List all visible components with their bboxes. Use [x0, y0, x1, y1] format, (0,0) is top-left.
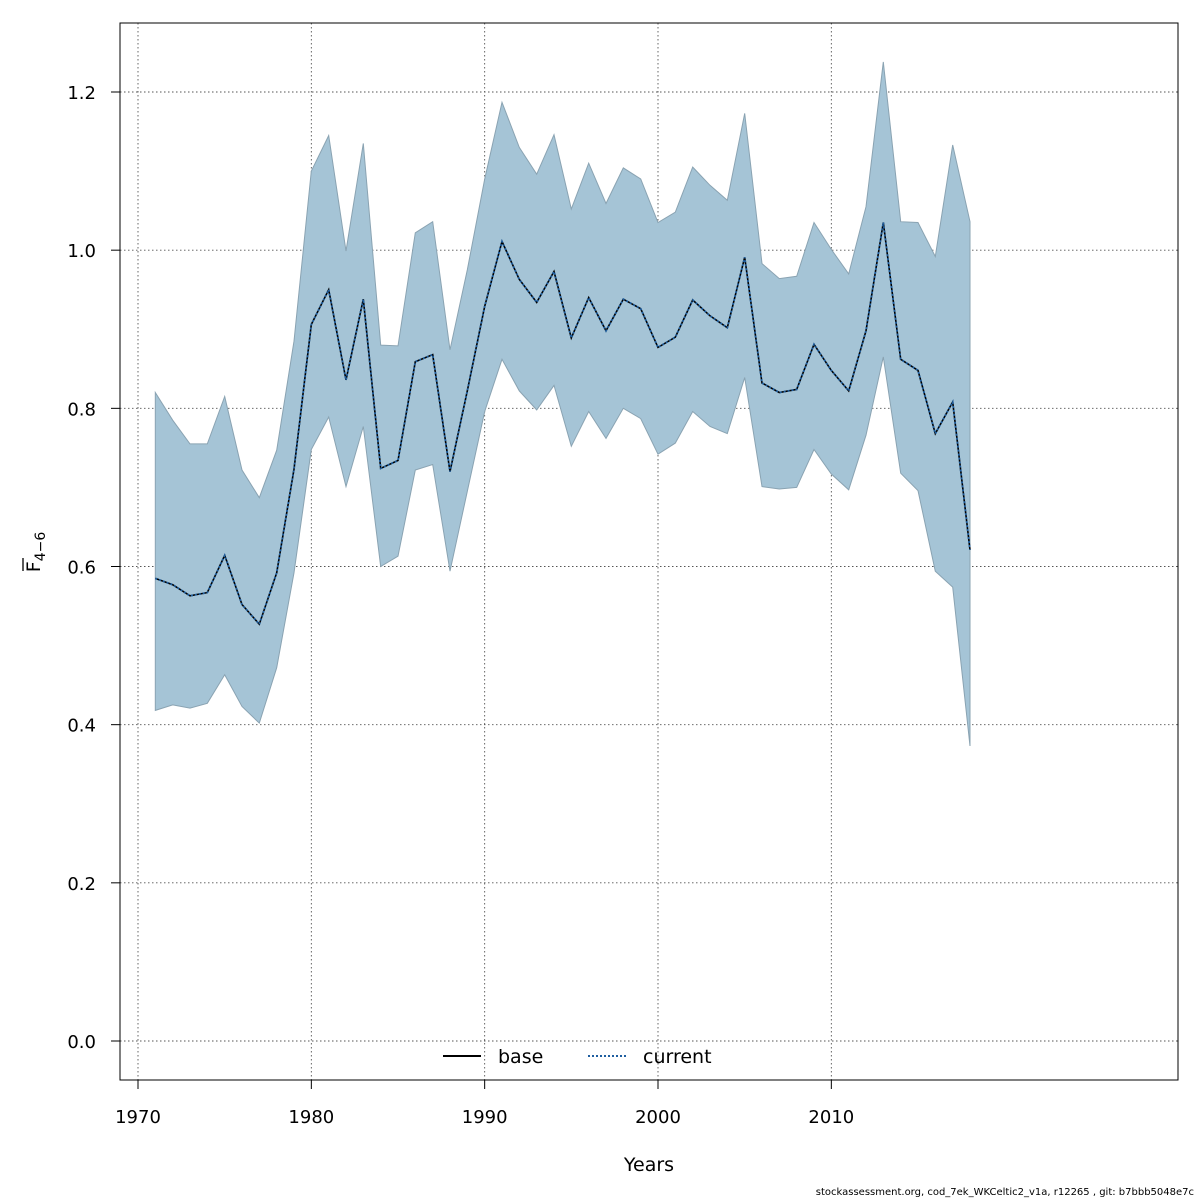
x-tick-label: 1970	[115, 1107, 161, 1128]
y-tick-label: 1.0	[67, 241, 96, 262]
y-tick-label: 0.2	[67, 874, 96, 895]
y-axis-title-main: F	[23, 561, 45, 572]
x-tick-label: 1980	[288, 1107, 334, 1128]
x-axis-title: Years	[623, 1154, 674, 1176]
footer-caption: stockassessment.org, cod_7ek_WKCeltic2_v…	[815, 1187, 1194, 1198]
x-tick-label: 1990	[462, 1107, 508, 1128]
y-tick-label: 0.6	[67, 558, 96, 579]
y-axis-title-subscript: 4−6	[33, 532, 49, 562]
legend: base current	[443, 1046, 712, 1068]
plot-frame	[119, 22, 1179, 1081]
y-tick-label: 0.8	[67, 399, 96, 420]
y-axis-title: F4−6	[22, 532, 49, 573]
series-line-current	[154, 222, 971, 626]
x-tick-label: 2000	[635, 1107, 681, 1128]
legend-label-current: current	[643, 1046, 712, 1068]
y-tick-label: 0.4	[67, 716, 96, 737]
axes: 1970 1980 1990 2000 2010 0.0 0.2 0.4 0.6 0.8 1.0 1.…	[67, 83, 854, 1128]
y-tick-label: 0.0	[67, 1032, 96, 1053]
series-layer	[154, 222, 971, 626]
svg-text:F4−6: F4−6	[23, 532, 49, 573]
y-tick-label: 1.2	[67, 83, 96, 104]
legend-label-base: base	[498, 1046, 543, 1068]
x-tick-label: 2010	[808, 1107, 854, 1128]
confidence-band	[154, 61, 971, 747]
